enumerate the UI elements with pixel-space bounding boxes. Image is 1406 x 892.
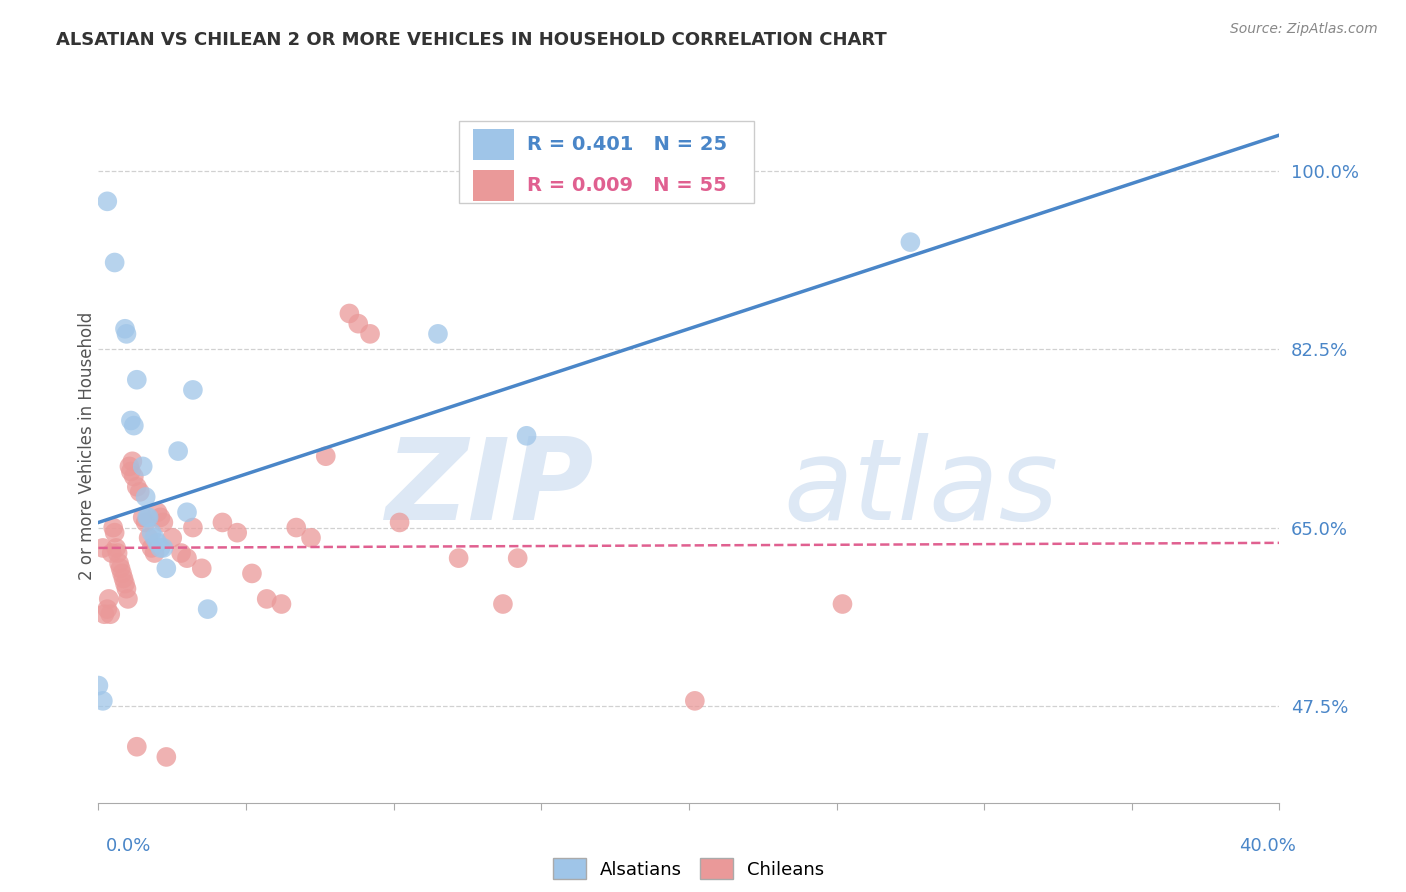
Point [176, 505, 198, 519]
Point [492, 597, 515, 611]
Text: 0.0%: 0.0% [105, 837, 150, 855]
Legend: Alsatians, Chileans: Alsatians, Chileans [546, 851, 832, 887]
Point [211, 516, 233, 530]
Point [447, 551, 470, 566]
Text: atlas: atlas [783, 434, 1059, 544]
Point [141, 525, 163, 540]
Point [149, 541, 172, 555]
Point [118, 459, 141, 474]
Point [122, 469, 145, 483]
Point [91, 541, 114, 555]
Point [143, 531, 166, 545]
Point [117, 591, 139, 606]
Point [181, 520, 204, 534]
Point [152, 516, 174, 530]
Point [176, 551, 198, 566]
Point [103, 520, 125, 534]
Text: ALSATIAN VS CHILEAN 2 OR MORE VEHICLES IN HOUSEHOLD CORRELATION CHART: ALSATIAN VS CHILEAN 2 OR MORE VEHICLES I… [56, 31, 887, 49]
Point [87, 679, 110, 693]
Point [240, 566, 263, 581]
Point [122, 418, 145, 433]
Point [125, 373, 148, 387]
Point [111, 566, 134, 581]
Point [132, 459, 155, 474]
FancyBboxPatch shape [458, 121, 754, 203]
Point [506, 551, 529, 566]
Point [104, 525, 127, 540]
Point [146, 505, 169, 519]
Point [138, 510, 160, 524]
Point [132, 510, 155, 524]
Y-axis label: 2 or more Vehicles in Household: 2 or more Vehicles in Household [79, 312, 96, 580]
Point [191, 561, 214, 575]
Point [114, 322, 136, 336]
Point [683, 694, 706, 708]
Point [96, 602, 118, 616]
Point [115, 582, 138, 596]
Point [108, 556, 131, 570]
Point [181, 383, 204, 397]
Point [91, 694, 114, 708]
Point [299, 531, 322, 545]
Point [135, 490, 157, 504]
Point [107, 546, 129, 560]
Point [120, 465, 142, 479]
Point [120, 413, 142, 427]
Point [270, 597, 292, 611]
Text: ZIP: ZIP [387, 434, 595, 544]
Point [128, 484, 150, 499]
Point [136, 510, 159, 524]
Point [285, 520, 308, 534]
Point [167, 444, 190, 458]
Point [359, 326, 381, 341]
Point [115, 326, 138, 341]
Point [96, 194, 118, 209]
Point [105, 541, 128, 555]
Point [121, 454, 143, 468]
Point [98, 607, 121, 622]
FancyBboxPatch shape [472, 128, 515, 160]
Point [110, 561, 132, 575]
Point [135, 516, 157, 530]
Point [226, 525, 249, 540]
Point [146, 536, 169, 550]
Point [97, 591, 120, 606]
Text: 40.0%: 40.0% [1240, 837, 1296, 855]
Point [256, 591, 278, 606]
Point [112, 572, 135, 586]
Text: Source: ZipAtlas.com: Source: ZipAtlas.com [1230, 22, 1378, 37]
Point [388, 516, 411, 530]
Point [100, 546, 122, 560]
Text: R = 0.401   N = 25: R = 0.401 N = 25 [527, 135, 727, 153]
Point [900, 235, 922, 249]
Point [162, 531, 183, 545]
Point [143, 546, 166, 560]
Point [138, 531, 160, 545]
Point [155, 561, 177, 575]
Point [149, 510, 172, 524]
Point [104, 255, 127, 269]
Point [125, 739, 148, 754]
Point [141, 541, 163, 555]
Point [516, 429, 538, 443]
FancyBboxPatch shape [472, 169, 515, 201]
Point [347, 317, 370, 331]
Point [337, 306, 360, 320]
Point [197, 602, 219, 616]
Point [152, 541, 174, 555]
Text: R = 0.009   N = 55: R = 0.009 N = 55 [527, 176, 727, 194]
Point [125, 480, 148, 494]
Point [93, 607, 115, 622]
Point [114, 576, 136, 591]
Point [427, 326, 450, 341]
Point [170, 546, 193, 560]
Point [831, 597, 853, 611]
Point [155, 750, 177, 764]
Point [315, 449, 337, 463]
